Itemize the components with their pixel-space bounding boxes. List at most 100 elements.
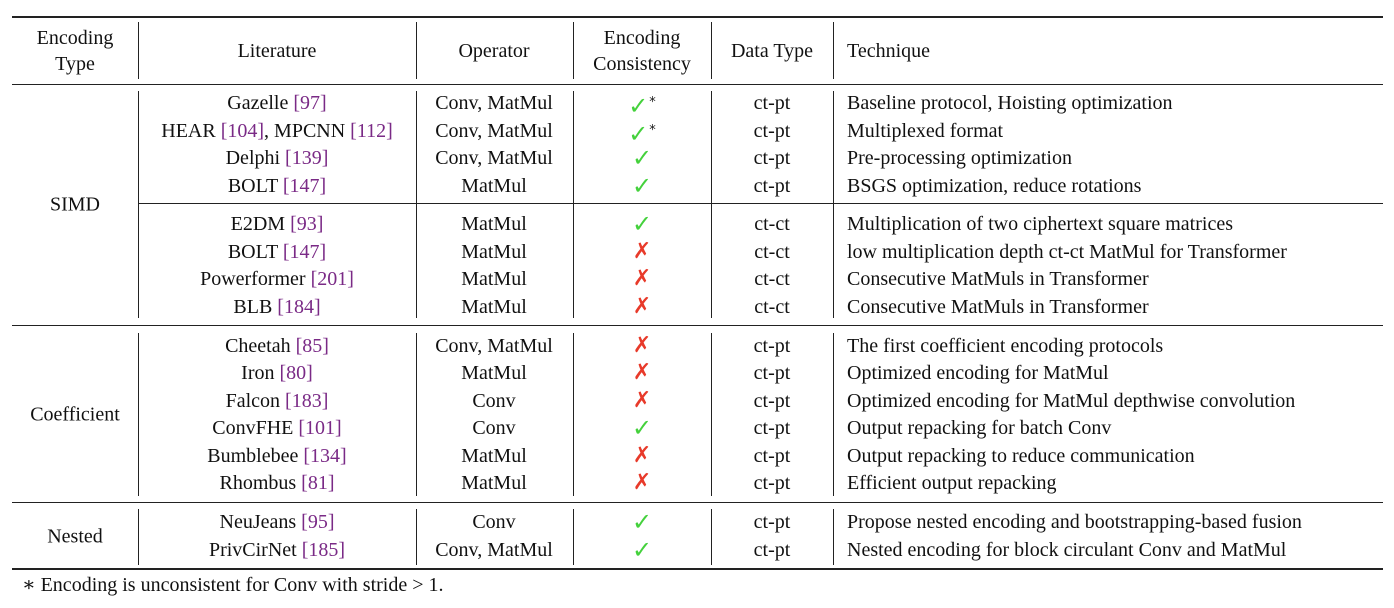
- consistency-cell: ✓*: [628, 119, 656, 148]
- check-icon: ✓: [631, 210, 653, 238]
- citation-link[interactable]: [95]: [301, 511, 335, 533]
- literature-name: Bumblebee: [207, 445, 304, 467]
- data-type-cell: ct-pt: [753, 417, 791, 439]
- operator-cell: Conv, MatMul: [435, 539, 553, 561]
- literature-cell: Cheetah [85]: [225, 334, 329, 358]
- header-encoding-type: Encoding Type: [37, 25, 114, 77]
- technique-cell: Nested encoding for block circulant Conv…: [847, 539, 1287, 561]
- column-divider: [138, 509, 139, 565]
- operator-cell: Conv, MatMul: [435, 92, 553, 114]
- column-divider: [416, 509, 417, 565]
- header-operator: Operator: [458, 40, 530, 62]
- citation-link[interactable]: [184]: [277, 296, 321, 318]
- column-divider: [138, 91, 139, 318]
- consistency-cell: ✓: [632, 174, 652, 200]
- technique-cell: Multiplication of two ciphertext square …: [847, 213, 1233, 235]
- data-type-cell: ct-pt: [753, 335, 791, 357]
- literature-cell: HEAR [104], MPCNN [112]: [161, 119, 393, 143]
- technique-cell: Multiplexed format: [847, 120, 1004, 142]
- literature-name: NeuJeans: [219, 511, 302, 533]
- literature-name: Powerformer: [200, 268, 311, 290]
- consistency-cell: ✓*: [628, 91, 656, 120]
- header-consistency-line1: Encoding: [603, 27, 681, 49]
- technique-cell: Pre-processing optimization: [847, 147, 1072, 169]
- technique-cell: Output repacking for batch Conv: [847, 417, 1112, 439]
- technique-cell: low multiplication depth ct-ct MatMul fo…: [847, 241, 1287, 263]
- citation-link[interactable]: [134]: [303, 445, 347, 467]
- technique-cell: The first coefficient encoding protocols: [847, 335, 1164, 357]
- header-consistency-line2: Consistency: [593, 53, 691, 75]
- citation-link[interactable]: [147]: [282, 175, 327, 197]
- cross-icon: ✗: [632, 388, 652, 413]
- header-column-divider: [573, 22, 574, 79]
- consistency-cell: ✗: [633, 444, 651, 468]
- citation-link[interactable]: [85]: [295, 335, 329, 357]
- literature-cell: PrivCirNet [185]: [209, 538, 345, 562]
- consistency-cell: ✗: [633, 267, 651, 291]
- citation-link[interactable]: [81]: [301, 472, 335, 494]
- column-divider: [138, 333, 139, 496]
- citation-link[interactable]: [104]: [220, 120, 265, 142]
- consistency-cell: ✗: [633, 471, 651, 495]
- operator-cell: Conv, MatMul: [435, 147, 553, 169]
- operator-cell: MatMul: [461, 213, 527, 235]
- literature-cell: E2DM [93]: [231, 212, 324, 236]
- data-type-cell: ct-pt: [753, 120, 791, 142]
- citation-link[interactable]: [101]: [298, 417, 342, 439]
- data-type-cell: ct-pt: [753, 175, 791, 197]
- citation-link[interactable]: [183]: [285, 390, 329, 412]
- header-encoding-type-line1: Encoding: [36, 27, 114, 49]
- column-divider: [833, 333, 834, 496]
- header-column-divider: [833, 22, 834, 79]
- consistency-cell: ✓: [632, 538, 652, 564]
- operator-cell: MatMul: [461, 175, 527, 197]
- literature-cell: BOLT [147]: [228, 174, 326, 198]
- literature-name: Iron: [241, 362, 280, 384]
- group-label-nested: Nested: [47, 525, 103, 548]
- citation-link[interactable]: [139]: [285, 147, 329, 169]
- literature-cell: Powerformer [201]: [200, 267, 354, 291]
- literature-name: E2DM: [230, 213, 291, 235]
- column-divider: [573, 91, 574, 318]
- citation-link[interactable]: [97]: [293, 92, 327, 114]
- check-icon: ✓: [628, 120, 649, 148]
- data-type-cell: ct-pt: [753, 362, 791, 384]
- technique-cell: Consecutive MatMuls in Transformer: [847, 268, 1149, 290]
- consistency-cell: ✗: [633, 361, 651, 385]
- check-icon: ✓: [631, 508, 653, 536]
- citation-link[interactable]: [112]: [350, 120, 393, 142]
- technique-cell: Optimized encoding for MatMul depthwise …: [847, 390, 1296, 412]
- citation-link[interactable]: [93]: [290, 213, 324, 235]
- consistency-cell: ✗: [633, 334, 651, 358]
- literature-name: Delphi: [225, 147, 286, 169]
- check-icon: ✓: [631, 414, 653, 442]
- citation-link[interactable]: [80]: [279, 362, 313, 384]
- column-divider: [833, 91, 834, 318]
- technique-cell: Optimized encoding for MatMul: [847, 362, 1109, 384]
- citation-link[interactable]: [201]: [310, 268, 354, 290]
- check-icon: ✓: [631, 536, 653, 564]
- citation-link[interactable]: [185]: [301, 539, 346, 561]
- citation-link[interactable]: [147]: [282, 241, 327, 263]
- data-type-cell: ct-ct: [754, 296, 790, 318]
- literature-name: HEAR: [161, 120, 221, 142]
- literature-cell: BOLT [147]: [228, 240, 326, 264]
- header-rule: [12, 84, 1383, 85]
- header-column-divider: [711, 22, 712, 79]
- operator-cell: MatMul: [461, 268, 527, 290]
- consistency-cell: ✓: [632, 510, 652, 536]
- operator-cell: MatMul: [461, 362, 527, 384]
- operator-cell: MatMul: [461, 445, 527, 467]
- bottom-rule: [12, 568, 1383, 570]
- data-type-cell: ct-pt: [753, 539, 791, 561]
- data-type-cell: ct-pt: [753, 472, 791, 494]
- literature-cell: Falcon [183]: [226, 389, 329, 413]
- column-divider: [711, 91, 712, 318]
- top-rule: [12, 16, 1383, 18]
- header-encoding-type-line2: Type: [55, 53, 95, 75]
- header-technique: Technique: [847, 40, 931, 62]
- data-type-cell: ct-pt: [753, 445, 791, 467]
- data-type-cell: ct-ct: [754, 241, 790, 263]
- literature-name: BLB: [233, 296, 278, 318]
- operator-cell: MatMul: [461, 296, 527, 318]
